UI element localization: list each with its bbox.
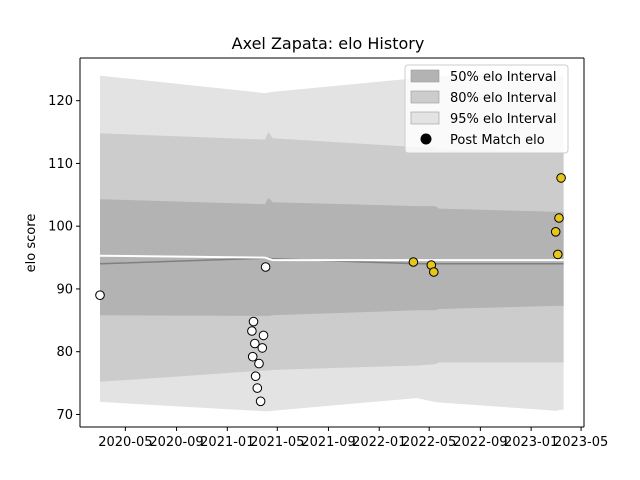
x-tick-label: 2020-09 [149,435,203,450]
plot-area [95,75,566,412]
legend-swatch-post-match [420,133,432,145]
legend-swatch-band-95 [410,111,440,125]
band-50-interval [100,197,564,316]
post-match-elo-point [252,383,263,393]
x-tick-label: 2022-05 [402,435,456,450]
legend-frame [404,64,569,154]
post-match-elo-point [429,267,439,277]
post-match-elo-point [556,173,566,183]
y-tick-label: 110 [48,157,73,172]
legend-label: 95% elo Interval [450,112,557,127]
legend: 50% elo Interval 80% elo Interval 95% elo … [404,64,569,154]
post-match-elo-point [248,316,259,327]
y-tick-label: 80 [56,345,73,360]
post-match-elo-point [553,249,563,260]
post-match-elo-point [554,213,564,223]
post-match-elo-point [260,262,271,272]
x-tick-label: 2023-05 [554,435,608,450]
y-axis-label: elo score [24,214,39,273]
post-match-elo-point [247,351,258,362]
x-tick-label: 2020-05 [98,435,152,450]
x-tick-label: 2022-01 [352,435,406,450]
post-match-elo-point [95,290,105,301]
post-match-elo-point [254,358,264,369]
post-match-elo-point [250,371,261,382]
legend-label: 50% elo Interval [450,70,557,85]
legend-swatch-band-80 [410,90,440,104]
post-match-elo-point [250,338,260,349]
legend-swatch-band-50 [410,69,440,83]
post-match-elo-point [258,330,269,341]
x-tick-label: 2021-01 [200,435,254,450]
y-tick-label: 70 [56,408,73,423]
axes: 7080901001101202020-052020-092021-012021… [48,57,608,450]
x-tick-label: 2022-09 [453,435,507,450]
post-match-elo-point [408,257,419,267]
x-tick-label: 2023-01 [504,435,558,450]
legend-label: 80% elo Interval [450,91,557,106]
legend-label: Post Match elo [450,133,545,148]
y-tick-label: 120 [48,94,73,109]
y-tick-label: 90 [56,282,73,297]
post-match-elo-point [550,227,561,237]
chart-title: Axel Zapata: elo History [232,34,425,53]
post-match-elo-point [247,326,257,336]
post-match-elo-point [257,343,268,353]
x-tick-label: 2021-05 [250,435,304,450]
post-match-elo-line [99,254,564,262]
post-match-elo-point [255,396,266,407]
x-tick-label: 2021-09 [301,435,355,450]
y-tick-label: 100 [48,220,73,235]
